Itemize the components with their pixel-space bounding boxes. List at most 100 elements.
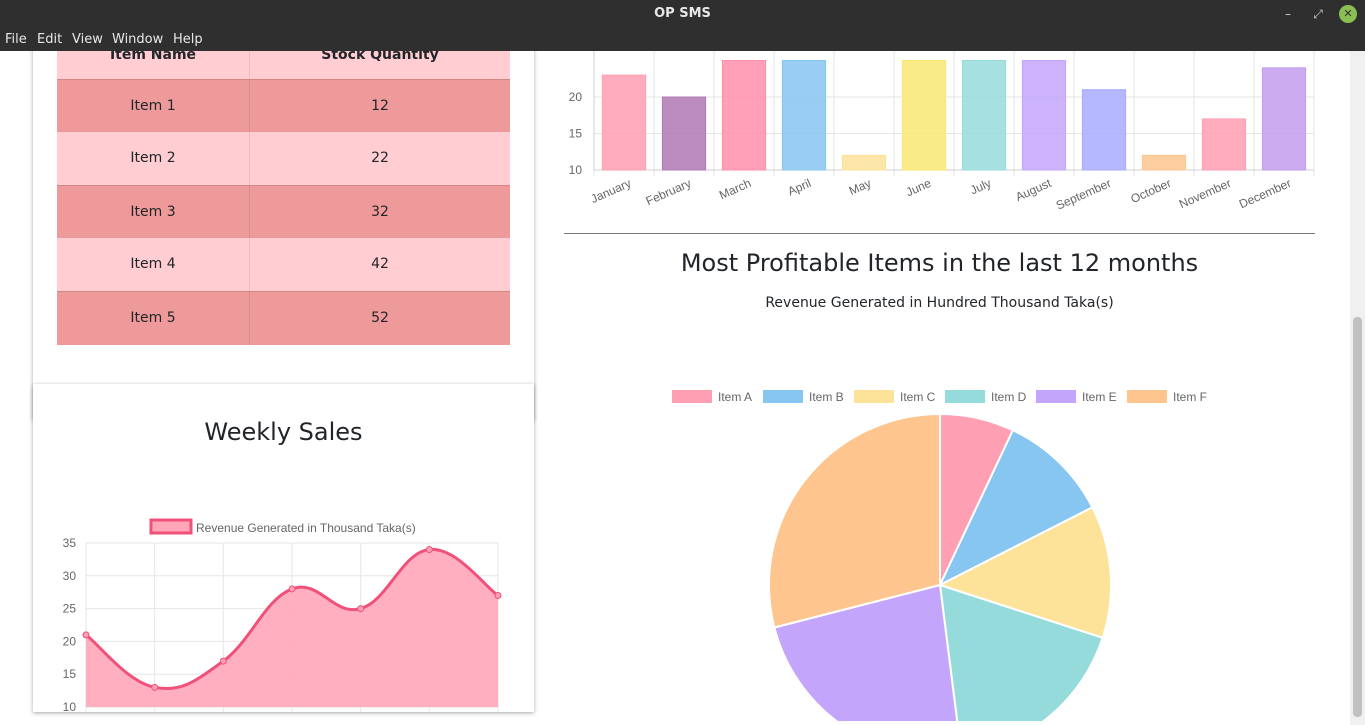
weekly-y-tick-label: 30 xyxy=(63,569,77,583)
bar-february xyxy=(661,96,707,171)
weekly-point-thu xyxy=(357,605,365,613)
close-icon[interactable]: ✕ xyxy=(1339,5,1357,23)
pie-legend-label: Item F xyxy=(1173,390,1207,404)
weekly-y-tick-label: 10 xyxy=(63,700,77,712)
weekly-point-sat xyxy=(494,591,502,599)
menu-edit[interactable]: Edit xyxy=(37,32,63,47)
header-item-name: Item Name xyxy=(57,51,250,82)
pie-legend-label: Item D xyxy=(991,390,1027,404)
weekly-sales-card: Weekly Sales Revenue Generated in Thousa… xyxy=(33,384,534,725)
maximize-icon[interactable]: ⤢ xyxy=(1313,7,1323,21)
bar-x-tick-label: December xyxy=(1237,176,1293,211)
weekly-sales-title: Weekly Sales xyxy=(204,418,363,446)
bar-july xyxy=(961,60,1007,171)
bar-x-tick-label: February xyxy=(644,176,694,208)
weekly-point-sun xyxy=(82,631,90,639)
table-cell-item: Item 3 xyxy=(57,186,250,239)
bar-september xyxy=(1081,89,1127,171)
bar-june xyxy=(901,60,947,171)
menu-view[interactable]: View xyxy=(72,32,103,47)
table-cell-item: Item 1 xyxy=(57,80,250,133)
bar-x-tick-label: June xyxy=(904,176,934,200)
bar-x-tick-label: November xyxy=(1177,176,1233,211)
bar-x-tick-label: May xyxy=(847,176,873,198)
window-title: OP SMS xyxy=(654,6,711,21)
menu-help[interactable]: Help xyxy=(173,32,203,47)
bar-x-tick-label: April xyxy=(786,176,814,199)
table-cell-quantity: 12 xyxy=(371,98,389,114)
bar-y-tick-label: 15 xyxy=(569,127,583,141)
pie-slice-item-d xyxy=(938,583,1104,721)
bar-x-tick-label: July xyxy=(968,176,993,197)
pie-legend-swatch xyxy=(672,390,712,403)
menu-file[interactable]: File xyxy=(5,32,27,47)
pie-legend-swatch xyxy=(854,390,894,403)
bar-august xyxy=(1021,60,1067,171)
weekly-point-mon xyxy=(151,683,159,691)
bar-november xyxy=(1201,118,1247,171)
weekly-legend-label: Revenue Generated in Thousand Taka(s) xyxy=(196,521,416,535)
header-stock-quantity: Stock Quantity xyxy=(321,51,439,63)
bar-y-tick-label: 10 xyxy=(569,163,583,177)
bar-x-tick-label: August xyxy=(1013,176,1053,204)
weekly-point-wed xyxy=(288,585,296,593)
minimize-icon[interactable]: – xyxy=(1285,7,1291,21)
menu-window[interactable]: Window xyxy=(112,32,164,47)
profitable-items-pie-chart: Item A Item B Item C Item D Item E Item F xyxy=(672,390,1207,721)
table-cell-item: Item 2 xyxy=(57,132,250,185)
bar-x-tick-label: September xyxy=(1054,176,1113,211)
bar-x-tick-label: October xyxy=(1129,176,1174,206)
pie-slice-item-e xyxy=(773,583,959,721)
table-cell-quantity: 32 xyxy=(371,204,389,220)
bar-march xyxy=(721,60,767,171)
table-cell-quantity: 52 xyxy=(371,310,389,326)
weekly-point-fri xyxy=(425,546,433,554)
pie-slice-item-c xyxy=(937,506,1112,640)
table-header-row: Item Name Stock Quantity xyxy=(57,51,510,82)
pie-legend-label: Item B xyxy=(809,390,844,404)
scrollbar-thumb[interactable] xyxy=(1353,317,1362,717)
pie-legend-label: Item C xyxy=(900,390,936,404)
table-cell-quantity: 42 xyxy=(371,256,389,272)
weekly-point-tue xyxy=(219,657,227,665)
weekly-y-tick-label: 25 xyxy=(63,602,77,616)
bar-april xyxy=(781,60,827,171)
table-cell-item: Item 5 xyxy=(57,292,250,345)
weekly-y-tick-label: 15 xyxy=(63,667,77,681)
table-row: Item 3 32 xyxy=(57,185,510,239)
pie-slice-item-f xyxy=(768,412,941,629)
table-row: Item 2 22 xyxy=(57,132,510,185)
table-cell-quantity: 22 xyxy=(371,150,389,166)
main-content[interactable]: Item Name Stock Quantity Item 1 12 Item … xyxy=(0,51,1350,725)
weekly-y-tick-label: 35 xyxy=(63,536,77,550)
window-titlebar: OP SMS – ⤢ ✕ xyxy=(0,0,1365,28)
weekly-legend-swatch xyxy=(149,518,193,535)
bar-x-tick-label: March xyxy=(717,176,753,202)
pie-legend-swatch xyxy=(1036,390,1076,403)
weekly-y-tick-label: 20 xyxy=(63,634,77,648)
bar-may xyxy=(841,154,887,171)
bar-october xyxy=(1141,154,1187,171)
bar-x-tick-label: January xyxy=(589,176,634,206)
monthly-bar-chart: 10 15 20 January February March April May June Ju… xyxy=(569,51,1315,211)
table-row: Item 1 12 xyxy=(57,79,510,133)
vertical-scrollbar[interactable] xyxy=(1350,51,1365,725)
pie-slice-item-b xyxy=(937,428,1094,588)
section-divider xyxy=(564,233,1315,234)
weekly-area-fill xyxy=(86,549,498,707)
pie-legend-swatch xyxy=(945,390,985,403)
menu-bar: File Edit View Window Help xyxy=(0,28,1365,51)
pie-legend-swatch xyxy=(1127,390,1167,403)
table-cell-item: Item 4 xyxy=(57,238,250,291)
pie-chart-title: Most Profitable Items in the last 12 mon… xyxy=(680,249,1199,277)
pie-legend-label: Item A xyxy=(718,390,752,404)
bar-y-tick-label: 20 xyxy=(569,90,583,104)
pie-chart-subtitle: Revenue Generated in Hundred Thousand Ta… xyxy=(765,295,1114,311)
pie-legend-swatch xyxy=(763,390,803,403)
pie-legend-label: Item E xyxy=(1082,390,1117,404)
table-row: Item 5 52 xyxy=(57,291,510,345)
bar-december xyxy=(1261,67,1307,171)
stock-table-card: Item Name Stock Quantity Item 1 12 Item … xyxy=(33,51,534,420)
bar-january xyxy=(601,74,647,171)
table-row: Item 4 42 xyxy=(57,238,510,291)
